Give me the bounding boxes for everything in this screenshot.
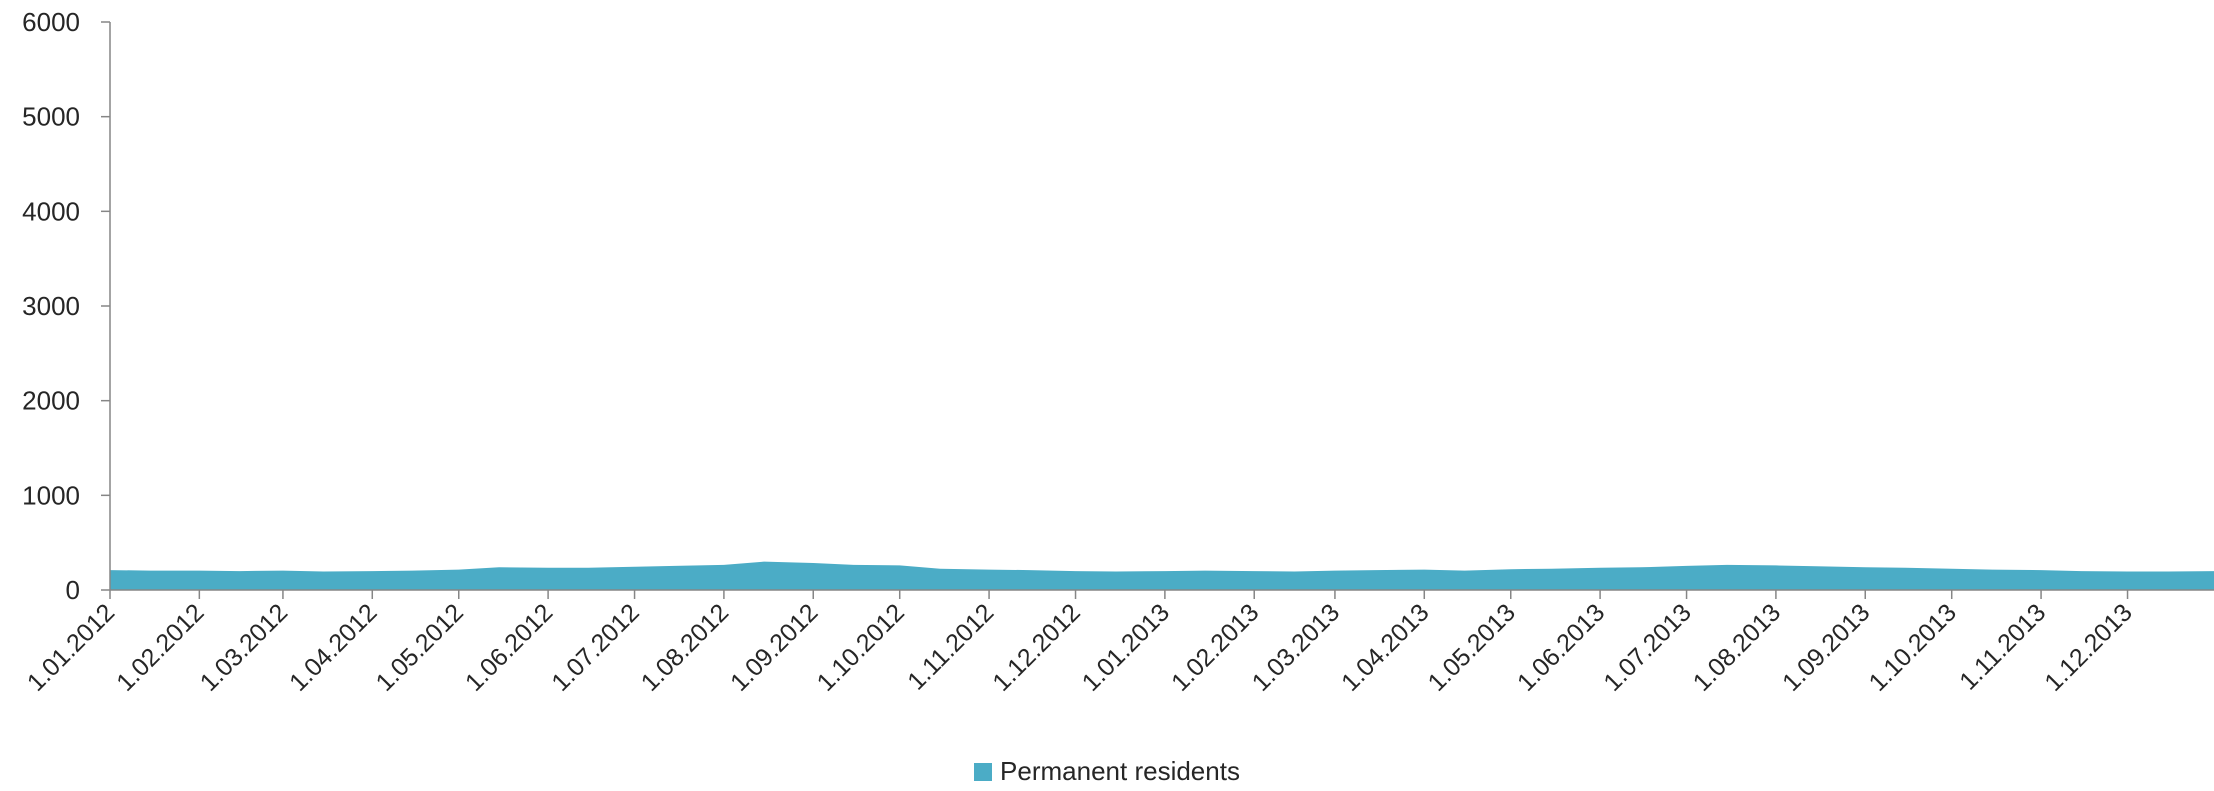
x-tick-label: 1.09.2013 [1777, 598, 1875, 696]
x-tick-label: 1.11.2012 [902, 598, 999, 695]
x-tick-label: 1.05.2012 [371, 598, 469, 696]
y-tick-label: 6000 [22, 7, 80, 37]
x-tick-label: 1.04.2012 [284, 598, 382, 696]
area-series-permanent-residents [110, 561, 2214, 590]
axes-layer: 01000200030004000500060001.01.20121.02.2… [22, 7, 2214, 697]
x-tick-label: 1.03.2013 [1247, 598, 1345, 696]
x-tick-label: 1.05.2013 [1423, 598, 1521, 696]
x-tick-label: 1.06.2012 [460, 598, 558, 696]
y-tick-label: 5000 [22, 102, 80, 132]
y-tick-label: 3000 [22, 291, 80, 321]
x-tick-label: 1.02.2013 [1166, 598, 1264, 696]
x-tick-label: 1.10.2012 [812, 598, 910, 696]
legend-label: Permanent residents [1000, 756, 1240, 786]
x-tick-label: 1.07.2013 [1598, 598, 1696, 696]
x-tick-label: 1.12.2012 [987, 598, 1085, 696]
x-tick-label: 1.01.2012 [22, 598, 120, 696]
x-tick-label: 1.07.2012 [546, 598, 644, 696]
x-tick-label: 1.04.2013 [1336, 598, 1434, 696]
x-tick-label: 1.09.2012 [725, 598, 823, 696]
x-tick-label: 1.08.2012 [636, 598, 734, 696]
x-tick-label: 1.11.2013 [1954, 598, 2051, 695]
y-tick-label: 4000 [22, 196, 80, 226]
x-tick-label: 1.12.2013 [2039, 598, 2137, 696]
y-tick-label: 0 [66, 575, 80, 605]
x-tick-label: 1.10.2013 [1864, 598, 1962, 696]
x-tick-label: 1.03.2012 [195, 598, 293, 696]
legend: Permanent residents [0, 757, 2214, 785]
x-tick-label: 1.02.2012 [111, 598, 209, 696]
legend-swatch [974, 763, 993, 781]
x-tick-label: 1.01.2013 [1077, 598, 1175, 696]
y-tick-label: 1000 [22, 480, 80, 510]
x-tick-label: 1.06.2013 [1512, 598, 1610, 696]
series-layer [110, 561, 2214, 590]
y-tick-label: 2000 [22, 386, 80, 416]
x-tick-label: 1.08.2013 [1688, 598, 1786, 696]
